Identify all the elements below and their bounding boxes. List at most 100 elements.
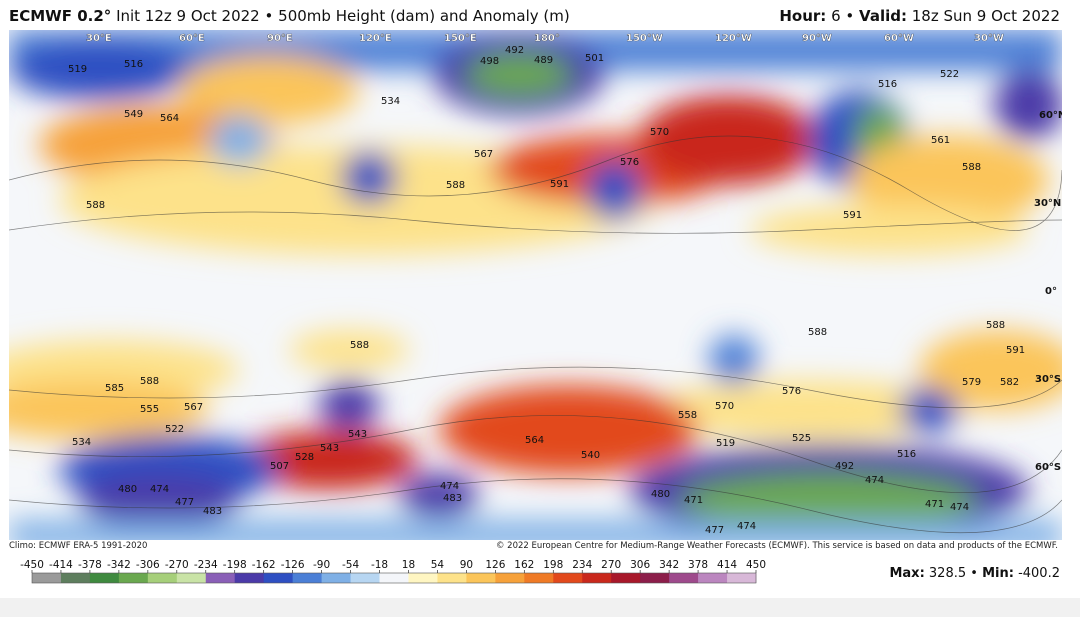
contour-label: 471 [684, 495, 703, 506]
lat-label: 60°S [1035, 462, 1061, 473]
colorbar-segment [321, 573, 352, 583]
contour-label: 474 [865, 475, 884, 486]
colorbar-frame [31, 572, 757, 584]
colorbar-tick-label: -54 [342, 559, 359, 571]
lon-label: 90°E [267, 33, 293, 44]
contour-label: 570 [650, 127, 669, 138]
header: ECMWF 0.2° Init 12z 9 Oct 2022 • 500mb H… [0, 0, 1080, 32]
contour-label: 498 [480, 56, 499, 67]
valid-label: Valid: [859, 7, 907, 25]
contour-label: 525 [792, 433, 811, 444]
model: ECMWF 0.2° [9, 7, 112, 25]
map: 30°E 60°E 90°E 120°E 150°E 180° 150°W 120°W 90°W… [9, 30, 1062, 540]
colorbar-segment [89, 573, 120, 583]
colorbar-segment [495, 573, 525, 583]
contour-label: 576 [782, 386, 801, 397]
colorbar-tick-label: -126 [281, 559, 305, 571]
anomaly-field [9, 30, 1062, 540]
colorbar-tick-label: -162 [252, 559, 276, 571]
contour-label: 474 [950, 502, 969, 513]
colorbar-tick-label: 270 [601, 559, 621, 571]
colorbar-segment [466, 573, 496, 583]
colorbar-tick-label: 450 [746, 559, 766, 571]
contour-label: 558 [678, 410, 697, 421]
colorbar-segment [350, 573, 381, 583]
bottom-strip [0, 598, 1080, 617]
lon-label: 60°W [884, 33, 914, 44]
contour-label: 588 [140, 376, 159, 387]
contour-label: 501 [585, 53, 604, 64]
contour-label: 522 [940, 69, 959, 80]
colorbar-segment [234, 573, 265, 583]
header-left: ECMWF 0.2° Init 12z 9 Oct 2022 • 500mb H… [9, 7, 570, 25]
contour-label: 543 [320, 443, 339, 454]
contour-label: 567 [184, 402, 203, 413]
lon-label: 120°E [359, 33, 392, 44]
contour-label: 477 [705, 525, 724, 536]
lon-label: 180° [534, 33, 560, 44]
colorbar-tick-label: 126 [485, 559, 505, 571]
contour-label: 516 [124, 59, 143, 70]
colorbar-tick-label: -378 [78, 559, 102, 571]
contour-label: 480 [651, 489, 670, 500]
colorbar-segment [263, 573, 294, 583]
colorbar-tick-label: -306 [136, 559, 160, 571]
lon-label: 150°W [626, 33, 663, 44]
colorbar-tick-label: 234 [572, 559, 592, 571]
max: 328.5 [928, 566, 967, 581]
contour-label: 516 [897, 449, 916, 460]
max-min: Max: 328.5 • Min: -400.2 [889, 566, 1060, 581]
contour-label: 567 [474, 149, 493, 160]
contour-label: 489 [534, 55, 553, 66]
field: 500mb Height (dam) and Anomaly (m) [278, 7, 570, 25]
colorbar-tick-label: -234 [194, 559, 218, 571]
lat-label: 30°N [1034, 198, 1061, 209]
colorbar-segment [118, 573, 149, 583]
colorbar-tick-label: 54 [431, 559, 445, 571]
contour-label: 579 [962, 377, 981, 388]
min-label: Min: [982, 566, 1014, 581]
colorbar-segment [60, 573, 91, 583]
lon-label: 120°W [715, 33, 752, 44]
contour-label: 522 [165, 424, 184, 435]
init: Init 12z 9 Oct 2022 [116, 7, 260, 25]
colorbar-segment [698, 573, 728, 583]
contour-label: 492 [505, 45, 524, 56]
colorbar-segment [524, 573, 554, 583]
colorbar-tick-label: 162 [514, 559, 534, 571]
colorbar-segment [147, 573, 178, 583]
contour-label: 570 [715, 401, 734, 412]
colorbar-segment [582, 573, 612, 583]
contour-label: 474 [440, 481, 459, 492]
colorbar-tick-label: -18 [371, 559, 388, 571]
contour-label: 591 [843, 210, 862, 221]
colorbar-segment [32, 573, 62, 583]
colorbar-tick-label: 342 [659, 559, 679, 571]
colorbar-segment [727, 573, 757, 583]
colorbar-segment [553, 573, 583, 583]
climo: Climo: ECMWF ERA-5 1991-2020 [9, 541, 148, 551]
lon-label: 90°W [802, 33, 832, 44]
colorbar-tick-label: 306 [630, 559, 650, 571]
colorbar-segment [176, 573, 207, 583]
contour-label: 588 [986, 320, 1005, 331]
colorbar-segment [379, 573, 409, 583]
colorbar-segment [292, 573, 323, 583]
contour-label: 534 [72, 437, 91, 448]
colorbar-tick-label: 378 [688, 559, 708, 571]
contour-label: 591 [1006, 345, 1025, 356]
contour-label: 588 [962, 162, 981, 173]
contour-label: 492 [835, 461, 854, 472]
colorbar-segment [669, 573, 699, 583]
contour-label: 564 [525, 435, 544, 446]
colorbar: -450 -414 -378 -342 -306 -270 -234 -198 -162 -126… [20, 559, 766, 584]
contour-label: 483 [443, 493, 462, 504]
contour-label: 480 [118, 484, 137, 495]
lat-label: 30°S [1035, 374, 1061, 385]
contour-label: 507 [270, 461, 289, 472]
contours [9, 135, 1062, 534]
hour: 6 [831, 7, 841, 25]
lon-label: 30°W [974, 33, 1004, 44]
sep: • [970, 566, 978, 581]
bullet: • [845, 7, 855, 25]
